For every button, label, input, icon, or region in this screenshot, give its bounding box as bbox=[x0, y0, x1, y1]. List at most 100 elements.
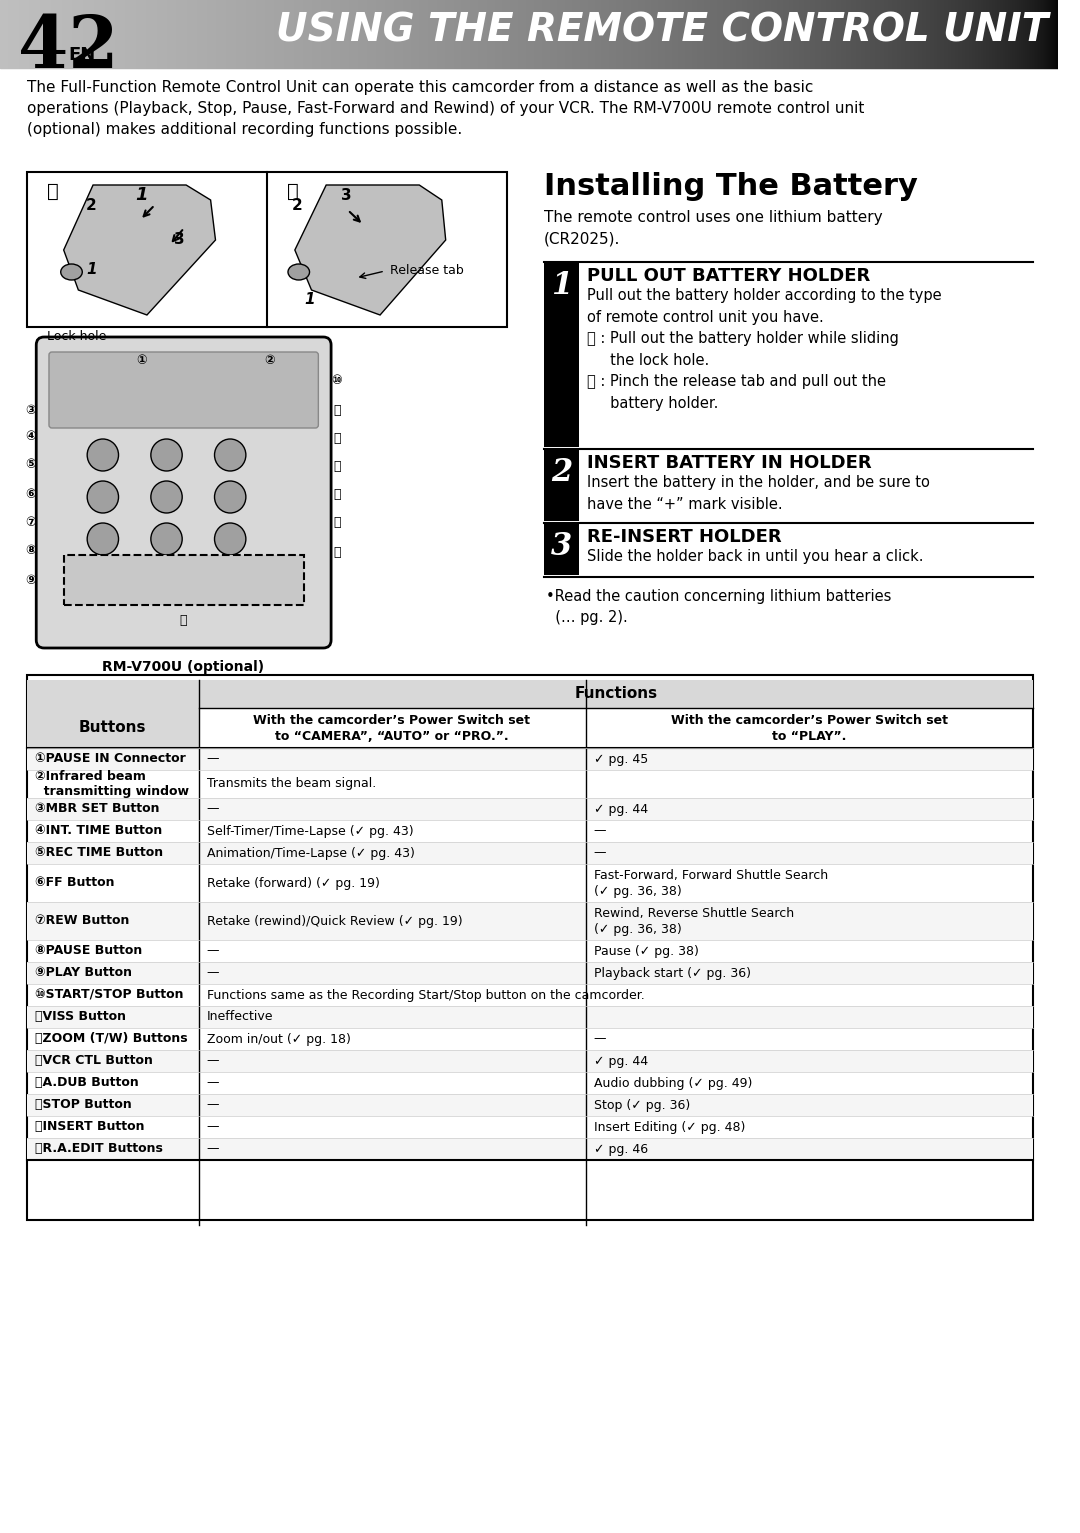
Bar bbox=[27, 901, 1034, 940]
Text: ⑰: ⑰ bbox=[179, 613, 187, 627]
Text: ⑬VCR CTL Button: ⑬VCR CTL Button bbox=[36, 1055, 153, 1067]
Circle shape bbox=[87, 523, 119, 555]
Text: ⑬: ⑬ bbox=[334, 460, 340, 474]
Text: 2: 2 bbox=[86, 198, 97, 213]
Circle shape bbox=[215, 481, 246, 514]
Text: Self-Timer/Time-Lapse (✓ pg. 43): Self-Timer/Time-Lapse (✓ pg. 43) bbox=[206, 825, 414, 837]
Text: Ineffective: Ineffective bbox=[206, 1010, 273, 1024]
Ellipse shape bbox=[288, 264, 310, 281]
Text: Ⓑ: Ⓑ bbox=[287, 182, 299, 201]
Text: —: — bbox=[206, 1121, 219, 1133]
Text: ⑭: ⑭ bbox=[334, 489, 340, 501]
Bar bbox=[27, 1095, 1034, 1116]
Text: ⑪VISS Button: ⑪VISS Button bbox=[36, 1010, 126, 1024]
Text: ✓ pg. 45: ✓ pg. 45 bbox=[594, 753, 648, 765]
Text: 1: 1 bbox=[135, 185, 148, 204]
Bar bbox=[27, 1137, 1034, 1160]
Bar bbox=[27, 1050, 1034, 1072]
Text: 1: 1 bbox=[305, 293, 315, 308]
Text: 2: 2 bbox=[292, 198, 302, 213]
Text: —: — bbox=[206, 802, 219, 816]
Text: 42: 42 bbox=[17, 12, 118, 83]
Text: ③: ③ bbox=[25, 403, 36, 417]
Circle shape bbox=[215, 566, 246, 596]
Text: ⑤: ⑤ bbox=[25, 458, 36, 472]
Circle shape bbox=[151, 438, 183, 471]
Text: ⑩: ⑩ bbox=[332, 374, 342, 386]
Text: The Full-Function Remote Control Unit can operate this camcorder from a distance: The Full-Function Remote Control Unit ca… bbox=[27, 80, 865, 136]
Text: Transmits the beam signal.: Transmits the beam signal. bbox=[206, 777, 376, 791]
Text: The remote control uses one lithium battery
(CR2025).: The remote control uses one lithium batt… bbox=[543, 210, 882, 245]
Text: Pull out the battery holder according to the type
of remote control unit you hav: Pull out the battery holder according to… bbox=[586, 288, 942, 411]
Bar bbox=[27, 748, 1034, 770]
Text: 2: 2 bbox=[551, 457, 572, 487]
Text: 3: 3 bbox=[551, 530, 572, 563]
Bar bbox=[27, 172, 508, 327]
Text: •Read the caution concerning lithium batteries
  (… pg. 2).: •Read the caution concerning lithium bat… bbox=[545, 589, 891, 625]
Circle shape bbox=[215, 438, 246, 471]
Circle shape bbox=[151, 481, 183, 514]
Text: —: — bbox=[206, 944, 219, 958]
Text: ①: ① bbox=[137, 354, 147, 368]
Text: 3: 3 bbox=[174, 233, 185, 247]
Text: Ⓐ: Ⓐ bbox=[48, 182, 58, 201]
Text: ⑧PAUSE Button: ⑧PAUSE Button bbox=[36, 944, 143, 958]
Text: —: — bbox=[206, 753, 219, 765]
Bar bbox=[543, 523, 579, 575]
Text: ⑦: ⑦ bbox=[25, 517, 36, 529]
Text: 3: 3 bbox=[341, 187, 351, 202]
Circle shape bbox=[87, 566, 119, 596]
Polygon shape bbox=[295, 185, 446, 314]
Text: RM-V700U (optional): RM-V700U (optional) bbox=[103, 661, 265, 675]
Text: PULL OUT BATTERY HOLDER: PULL OUT BATTERY HOLDER bbox=[586, 267, 870, 285]
FancyBboxPatch shape bbox=[37, 337, 332, 648]
Text: ⑪: ⑪ bbox=[334, 403, 340, 417]
Text: ✓ pg. 44: ✓ pg. 44 bbox=[594, 802, 648, 816]
Text: With the camcorder’s Power Switch set
to “CAMERA”, “AUTO” or “PRO.”.: With the camcorder’s Power Switch set to… bbox=[254, 713, 530, 742]
Text: ⑭A.DUB Button: ⑭A.DUB Button bbox=[36, 1076, 139, 1090]
Text: ②: ② bbox=[265, 354, 274, 368]
Text: —: — bbox=[206, 1055, 219, 1067]
Text: Retake (forward) (✓ pg. 19): Retake (forward) (✓ pg. 19) bbox=[206, 877, 379, 889]
Bar bbox=[27, 1006, 1034, 1029]
Circle shape bbox=[151, 523, 183, 555]
Text: Playback start (✓ pg. 36): Playback start (✓ pg. 36) bbox=[594, 966, 751, 980]
Text: Fast-Forward, Forward Shuttle Search
(✓ pg. 36, 38): Fast-Forward, Forward Shuttle Search (✓ … bbox=[594, 869, 827, 897]
Text: Functions same as the Recording Start/Stop button on the camcorder.: Functions same as the Recording Start/St… bbox=[206, 989, 645, 1001]
Text: ⑯: ⑯ bbox=[334, 546, 340, 558]
Text: ✓ pg. 46: ✓ pg. 46 bbox=[594, 1142, 648, 1156]
Text: With the camcorder’s Power Switch set
to “PLAY”.: With the camcorder’s Power Switch set to… bbox=[671, 713, 947, 742]
Text: Installing The Battery: Installing The Battery bbox=[543, 172, 918, 201]
Text: ④INT. TIME Button: ④INT. TIME Button bbox=[36, 825, 162, 837]
Text: Buttons: Buttons bbox=[79, 721, 147, 736]
Text: ⑰R.A.EDIT Buttons: ⑰R.A.EDIT Buttons bbox=[36, 1142, 163, 1156]
Polygon shape bbox=[64, 185, 216, 314]
Text: 1: 1 bbox=[86, 262, 97, 277]
Text: Rewind, Reverse Shuttle Search
(✓ pg. 36, 38): Rewind, Reverse Shuttle Search (✓ pg. 36… bbox=[594, 906, 794, 935]
Text: ⑨: ⑨ bbox=[25, 573, 36, 587]
Text: RE-INSERT HOLDER: RE-INSERT HOLDER bbox=[586, 527, 782, 546]
Text: ②Infrared beam
  transmitting window: ②Infrared beam transmitting window bbox=[36, 770, 189, 799]
Circle shape bbox=[151, 566, 183, 596]
Circle shape bbox=[87, 481, 119, 514]
Text: ⑫ZOOM (T/W) Buttons: ⑫ZOOM (T/W) Buttons bbox=[36, 1033, 188, 1046]
Text: ⑩START/STOP Button: ⑩START/STOP Button bbox=[36, 989, 184, 1001]
Text: Zoom in/out (✓ pg. 18): Zoom in/out (✓ pg. 18) bbox=[206, 1033, 351, 1046]
Bar bbox=[27, 963, 1034, 984]
Text: Stop (✓ pg. 36): Stop (✓ pg. 36) bbox=[594, 1099, 690, 1111]
Text: USING THE REMOTE CONTROL UNIT: USING THE REMOTE CONTROL UNIT bbox=[275, 12, 1048, 51]
Circle shape bbox=[215, 523, 246, 555]
Text: ✓ pg. 44: ✓ pg. 44 bbox=[594, 1055, 648, 1067]
Bar bbox=[543, 449, 579, 521]
Text: Functions: Functions bbox=[575, 687, 658, 702]
Text: ⑧: ⑧ bbox=[25, 544, 36, 556]
Text: Slide the holder back in until you hear a click.: Slide the holder back in until you hear … bbox=[586, 549, 923, 564]
Text: —: — bbox=[594, 846, 606, 860]
Text: EN: EN bbox=[68, 46, 96, 64]
Ellipse shape bbox=[60, 264, 82, 281]
Text: 1: 1 bbox=[551, 270, 572, 300]
Text: ⑦REW Button: ⑦REW Button bbox=[36, 915, 130, 927]
Text: —: — bbox=[206, 1099, 219, 1111]
Text: ⑥: ⑥ bbox=[25, 489, 36, 501]
Text: Release tab: Release tab bbox=[390, 264, 463, 276]
